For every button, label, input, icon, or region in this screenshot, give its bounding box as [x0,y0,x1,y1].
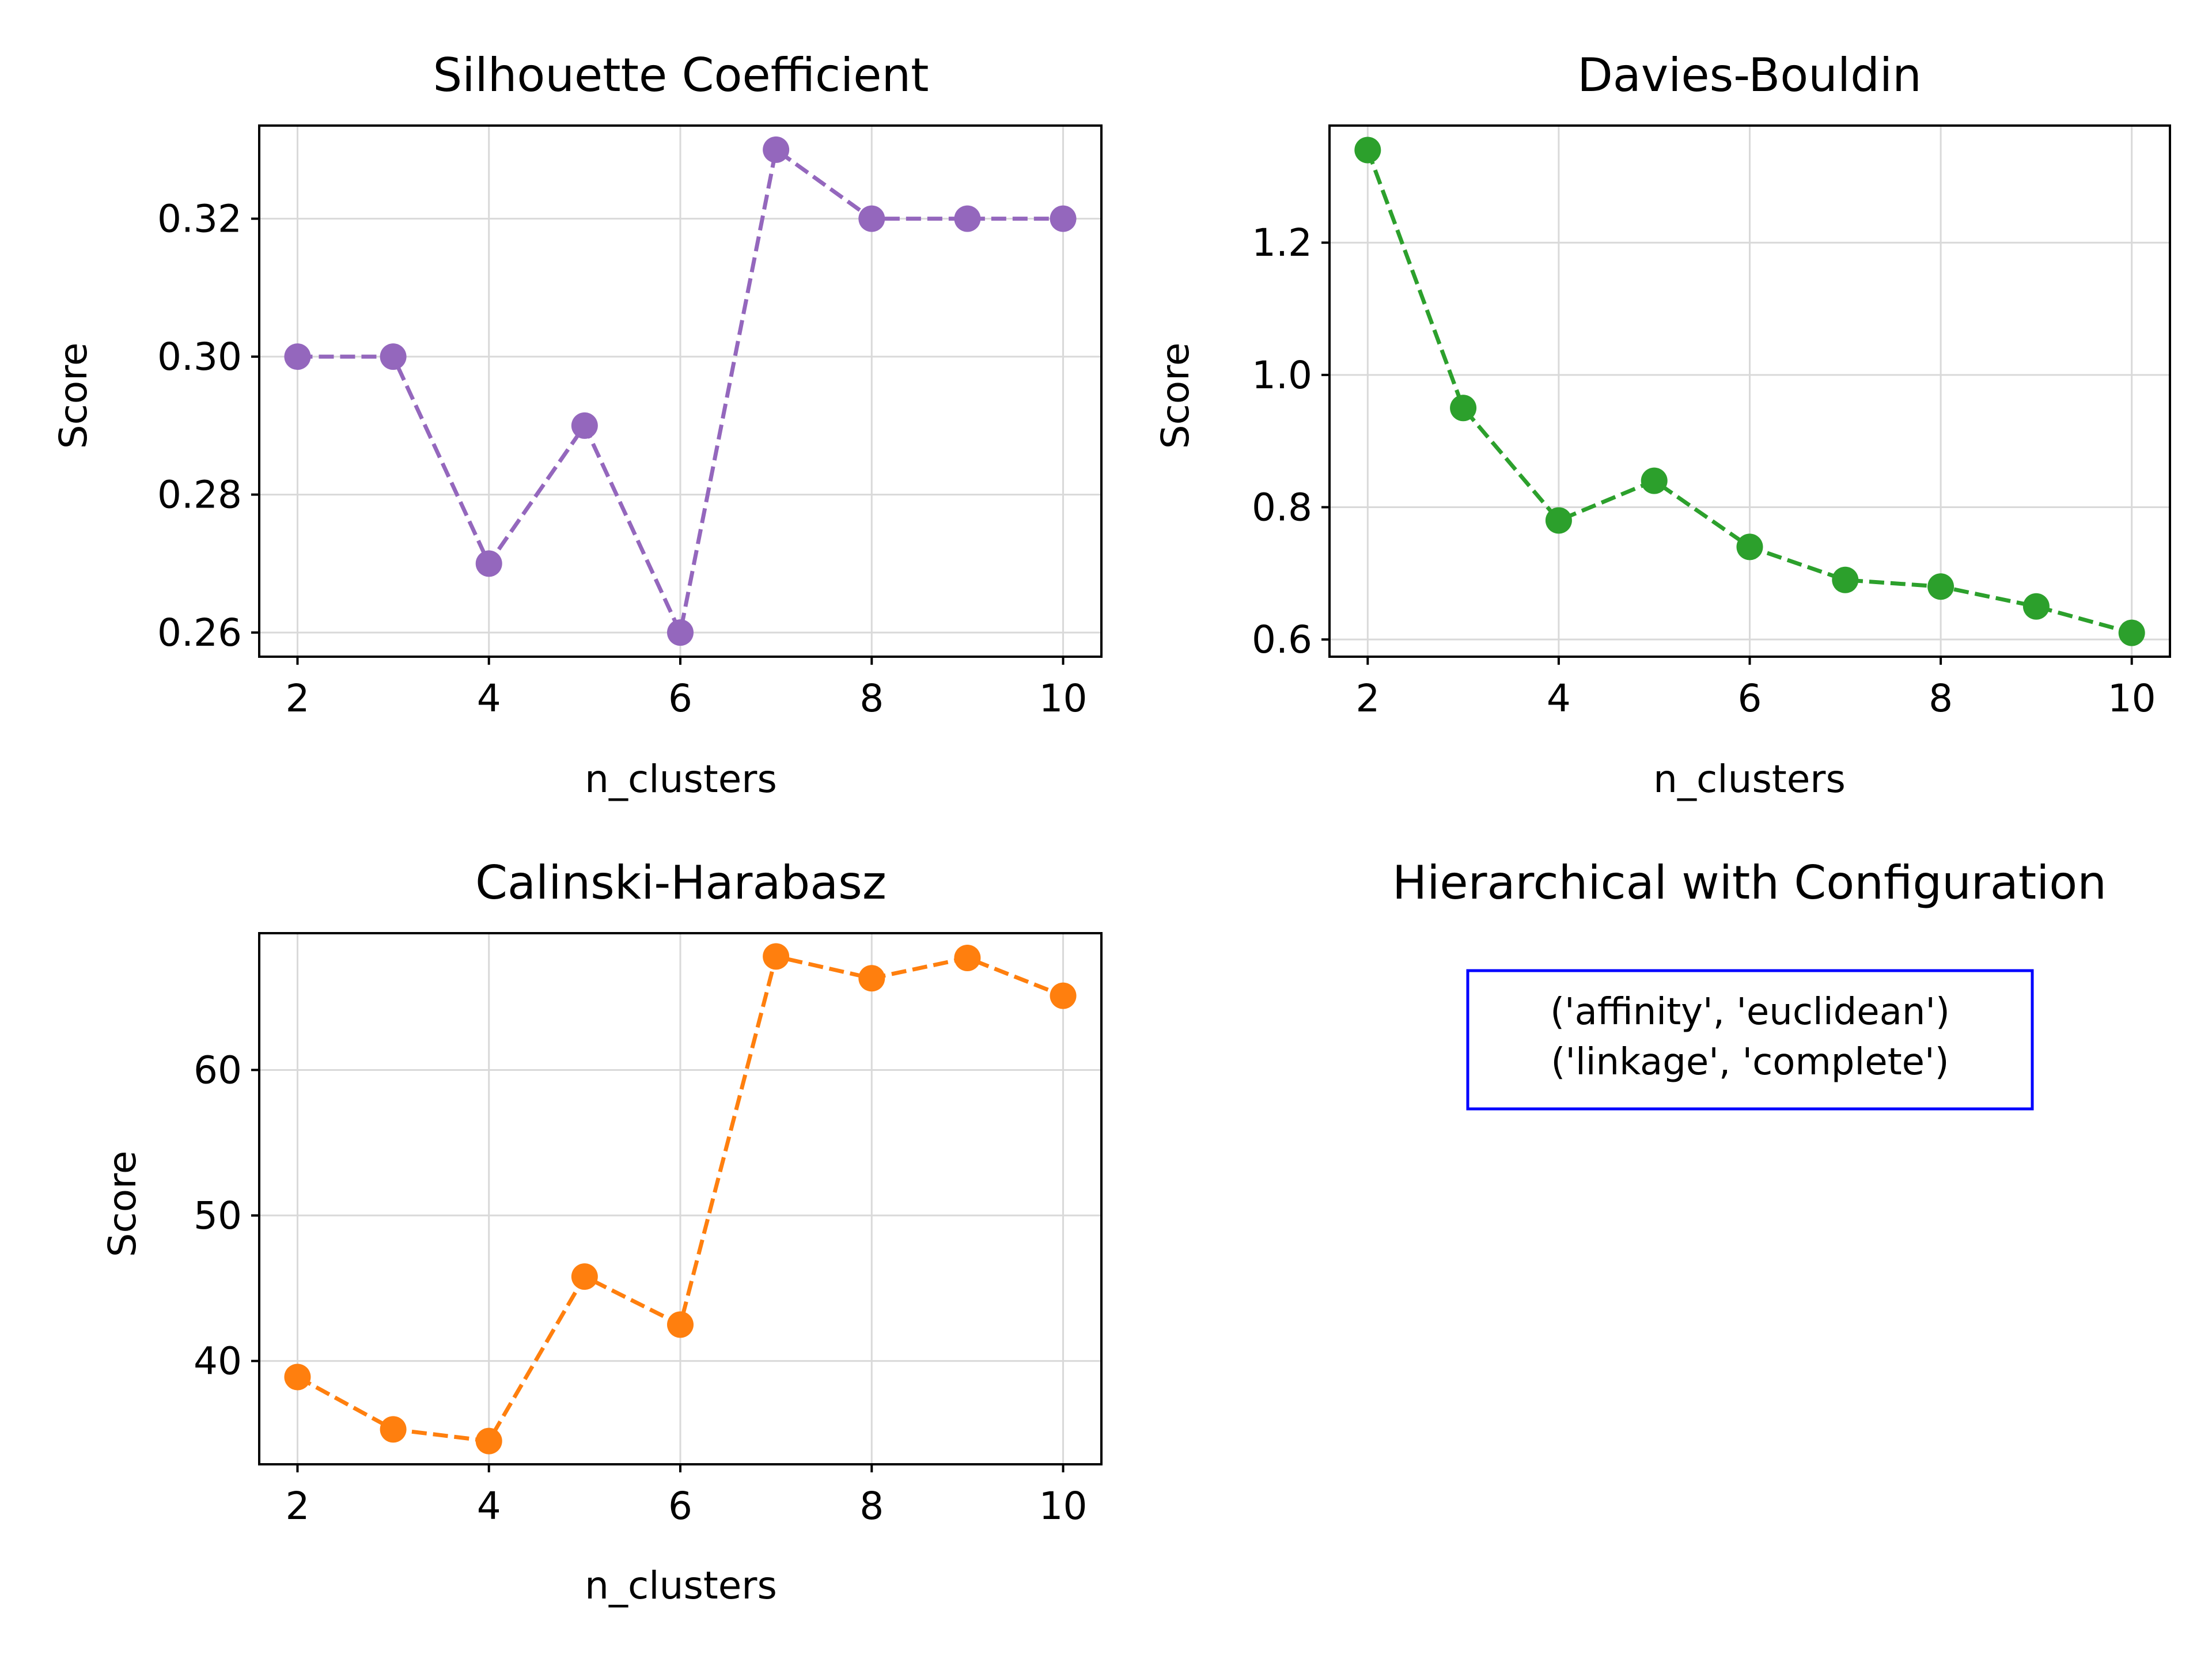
davies-bouldin-data-point [1927,573,1955,600]
calinski-harabasz-ytick-label: 40 [194,1339,242,1384]
davies-bouldin-data-point [1545,507,1572,534]
silhouette-ylabel: Score [51,343,96,449]
calinski-harabasz-xtick-label: 8 [859,1484,884,1528]
silhouette-ytick-label: 0.30 [157,335,242,379]
calinski-harabasz-data-point [475,1427,502,1455]
davies-bouldin-data-point [1736,533,1763,560]
davies-bouldin-xlabel: n_clusters [1653,757,1846,801]
davies-bouldin-xtick-label: 8 [1929,676,1953,721]
silhouette-xlabel: n_clusters [585,757,777,801]
silhouette-xtick-label: 2 [285,676,309,721]
silhouette-series-line [297,147,1063,635]
silhouette-ytick-label: 0.28 [157,473,242,517]
silhouette-data-point [475,550,502,577]
davies-bouldin-xtick-label: 6 [1738,676,1762,721]
davies-bouldin-plot [1354,137,2145,646]
davies-bouldin-xtick-label: 4 [1547,676,1571,721]
davies-bouldin-ticks: 2 4 6 8 10 0.6 0.8 1.0 1.2 [1252,221,2156,721]
config-line-affinity: ('affinity', 'euclidean') [1550,991,1950,1033]
calinski-harabasz-title: Calinski-Harabasz [475,856,887,910]
calinski-harabasz-ticks: 2 4 6 8 10 40 50 60 [194,1048,1088,1528]
davies-bouldin-ytick-label: 1.2 [1252,221,1312,265]
silhouette-data-point [1050,205,1077,232]
calinski-harabasz-data-point [763,943,790,970]
calinski-harabasz-xtick-label: 4 [477,1484,501,1528]
davies-bouldin-ytick-label: 1.0 [1252,353,1312,397]
davies-bouldin-data-point [1641,467,1668,494]
silhouette-data-point [954,205,981,232]
davies-bouldin-data-point [1354,137,1381,164]
davies-bouldin-ytick-label: 0.6 [1252,618,1312,662]
davies-bouldin-data-point [1832,566,1859,593]
calinski-harabasz-ytick-label: 60 [194,1048,242,1092]
config-panel: Hierarchical with Configuration ('affini… [1392,856,2107,1111]
calinski-harabasz-data-point [1050,982,1077,1009]
silhouette-xtick-label: 8 [859,676,884,721]
davies-bouldin-grid [1330,126,2170,657]
calinski-harabasz-chart: Calinski-Harabasz 2 4 6 8 10 40 50 60 n_cluster… [100,856,1103,1608]
silhouette-data-point [858,205,885,232]
davies-bouldin-data-point [2118,619,2145,646]
calinski-harabasz-data-point [380,1416,407,1443]
calinski-harabasz-xtick-label: 10 [1039,1484,1088,1528]
davies-bouldin-ytick-label: 0.8 [1252,486,1312,530]
calinski-harabasz-plot [284,943,1077,1455]
calinski-harabasz-data-point [667,1311,694,1338]
silhouette-plot [284,136,1077,646]
silhouette-title: Silhouette Coefficient [433,48,929,102]
davies-bouldin-data-point [2022,593,2050,620]
config-title: Hierarchical with Configuration [1392,856,2107,910]
davies-bouldin-title: Davies-Bouldin [1577,48,1922,102]
davies-bouldin-data-point [1450,395,1477,422]
silhouette-xtick-label: 6 [668,676,692,721]
davies-bouldin-xtick-label: 2 [1355,676,1380,721]
silhouette-data-point [571,412,598,439]
config-box [1466,969,2034,1111]
silhouette-ytick-label: 0.26 [157,611,242,655]
calinski-harabasz-xlabel: n_clusters [585,1563,777,1608]
calinski-harabasz-xtick-label: 6 [668,1484,692,1528]
silhouette-ticks: 2 4 6 8 10 0.26 0.28 0.30 0.32 [157,197,1087,721]
calinski-harabasz-data-point [284,1363,311,1391]
davies-bouldin-xtick-label: 10 [2108,676,2156,721]
calinski-harabasz-ylabel: Score [100,1151,145,1257]
calinski-harabasz-data-point [858,965,885,992]
silhouette-xtick-label: 10 [1039,676,1088,721]
calinski-harabasz-xtick-label: 2 [285,1484,309,1528]
silhouette-data-point [667,619,694,646]
davies-bouldin-ylabel: Score [1153,343,1198,449]
silhouette-ytick-label: 0.32 [157,197,242,241]
calinski-harabasz-data-point [954,944,981,971]
silhouette-xtick-label: 4 [477,676,501,721]
silhouette-data-point [380,343,407,370]
config-line-linkage: ('linkage', 'complete') [1551,1041,1949,1084]
calinski-harabasz-ytick-label: 50 [194,1194,242,1238]
silhouette-chart: Silhouette Coefficient 2 4 6 8 10 0.26 0.28 0.3… [51,48,1103,801]
davies-bouldin-chart: Davies-Bouldin 2 4 6 8 10 0.6 0.8 1.0 1.2 n_clus… [1153,48,2171,801]
silhouette-data-point [284,343,311,370]
silhouette-data-point [763,136,790,163]
calinski-harabasz-data-point [571,1263,598,1290]
